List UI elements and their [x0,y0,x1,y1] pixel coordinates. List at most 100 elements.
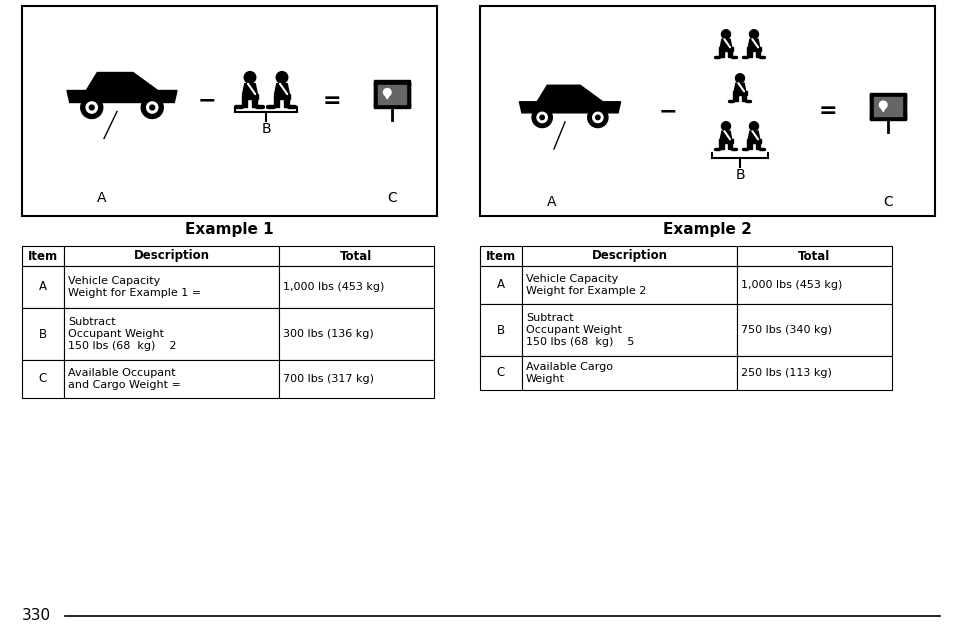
Text: A: A [39,280,47,293]
Circle shape [147,102,157,113]
Bar [873,97,902,116]
Polygon shape [733,92,746,95]
Polygon shape [719,47,732,52]
Polygon shape [755,144,759,149]
Text: B: B [497,324,504,336]
Polygon shape [727,52,731,57]
Bar [869,115,905,120]
Text: Available Occupant
and Cargo Weight =: Available Occupant and Cargo Weight = [68,368,181,391]
Text: Vehicle Capacity
Weight for Example 2: Vehicle Capacity Weight for Example 2 [525,274,646,296]
Circle shape [383,88,391,96]
Text: Item: Item [485,249,516,263]
Polygon shape [274,94,290,99]
Polygon shape [734,83,745,92]
Polygon shape [720,131,731,139]
Circle shape [532,107,552,128]
Bar [64,266,278,308]
Polygon shape [746,52,751,57]
Bar [22,308,64,360]
Text: 300 lbs (136 kg): 300 lbs (136 kg) [283,329,374,339]
Polygon shape [252,99,257,107]
Bar [64,308,278,360]
Text: C: C [387,191,396,205]
Circle shape [749,121,758,131]
Polygon shape [274,99,278,107]
Text: C: C [39,373,47,385]
Bar [278,360,434,398]
Text: A: A [547,195,557,209]
Circle shape [150,105,154,110]
Polygon shape [746,139,760,144]
Text: A: A [497,279,504,291]
Bar [869,95,873,119]
Text: Subtract
Occupant Weight
150 lbs (68  kg)    2: Subtract Occupant Weight 150 lbs (68 kg)… [68,317,176,352]
Bar [374,82,410,107]
Bar [22,360,64,398]
Text: =: = [818,101,837,121]
Text: B: B [39,328,47,340]
Text: −: − [658,101,677,121]
Bar [64,246,278,266]
Bar [902,95,905,119]
Polygon shape [719,139,732,144]
Text: B: B [261,122,271,136]
Bar [521,356,737,390]
Circle shape [595,115,599,120]
Bar [278,246,434,266]
Text: Description: Description [591,249,667,263]
Polygon shape [720,39,731,47]
Text: Example 2: Example 2 [662,222,751,237]
Circle shape [90,105,94,110]
Text: −: − [197,90,216,111]
Bar [737,304,891,356]
Polygon shape [274,84,289,94]
Polygon shape [719,52,722,57]
Bar [479,246,521,266]
Bar [737,246,891,266]
Polygon shape [719,144,722,149]
Bar [521,246,737,266]
Polygon shape [727,144,731,149]
Polygon shape [746,47,760,52]
Bar [377,85,406,104]
Text: C: C [882,195,892,209]
Polygon shape [755,52,759,57]
Circle shape [276,72,288,83]
Text: 330: 330 [22,609,51,623]
Circle shape [244,72,255,83]
Polygon shape [518,85,620,113]
Bar [374,103,410,107]
Polygon shape [747,39,759,47]
Polygon shape [746,144,751,149]
Bar [374,80,410,85]
Text: A: A [97,191,107,205]
Text: C: C [497,366,504,380]
Text: 700 lbs (317 kg): 700 lbs (317 kg) [283,374,374,384]
Text: Total: Total [798,249,830,263]
Polygon shape [67,73,177,102]
Polygon shape [385,95,389,99]
Bar [374,82,377,107]
Bar [278,266,434,308]
Bar [869,93,905,97]
Circle shape [720,30,730,39]
Circle shape [86,102,97,113]
Circle shape [141,97,163,118]
Bar [869,95,905,119]
Bar [521,266,737,304]
Text: Description: Description [133,249,210,263]
Text: Example 1: Example 1 [185,222,274,237]
Bar [737,266,891,304]
Text: Subtract
Occupant Weight
150 lbs (68  kg)    5: Subtract Occupant Weight 150 lbs (68 kg)… [525,313,634,347]
Circle shape [81,97,103,118]
Polygon shape [242,84,257,94]
Bar [406,82,410,107]
Text: Total: Total [340,249,373,263]
Text: 750 lbs (340 kg): 750 lbs (340 kg) [740,325,831,335]
Bar [479,266,521,304]
Polygon shape [241,94,258,99]
Bar [278,308,434,360]
Circle shape [879,101,886,109]
Circle shape [587,107,607,128]
Circle shape [537,113,547,123]
